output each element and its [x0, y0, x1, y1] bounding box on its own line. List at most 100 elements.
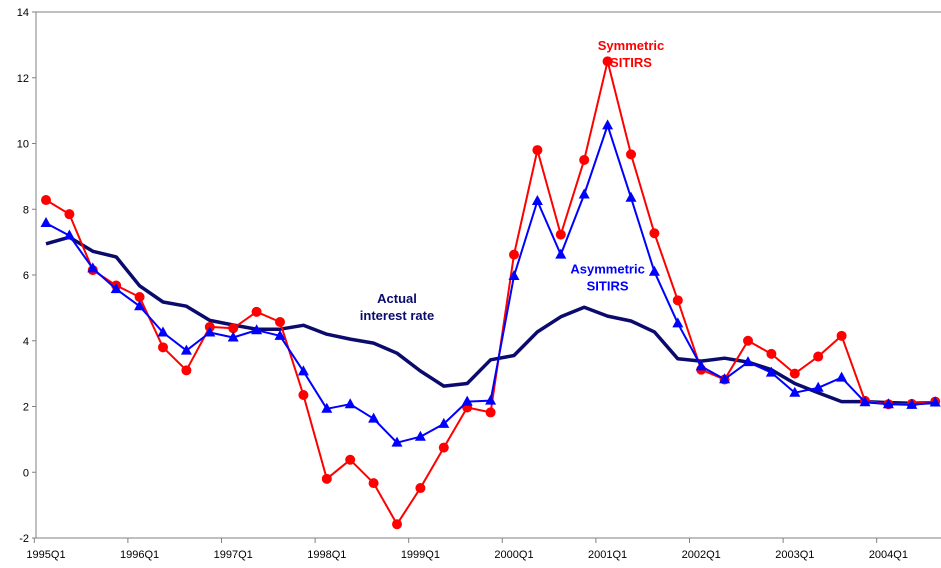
y-tick-label: 2 — [23, 402, 29, 414]
data-point — [766, 348, 777, 359]
data-point — [929, 396, 941, 407]
y-tick-label: 14 — [17, 7, 29, 19]
data-point — [695, 360, 707, 371]
data-point — [345, 454, 356, 465]
data-point — [368, 412, 380, 423]
data-point — [228, 323, 239, 334]
data-point — [531, 195, 543, 206]
data-point — [110, 283, 122, 294]
data-point — [392, 519, 402, 530]
y-tick-label: 8 — [23, 204, 29, 216]
data-point — [602, 56, 613, 67]
annotation-line1: Asymmetric — [570, 261, 644, 276]
data-point — [765, 366, 777, 377]
data-point — [532, 145, 543, 156]
y-tick-label: 0 — [23, 467, 29, 479]
data-point — [134, 292, 145, 303]
data-point — [344, 398, 356, 409]
data-point — [649, 228, 660, 239]
data-point — [625, 191, 637, 202]
data-point — [789, 386, 801, 397]
data-point — [298, 389, 309, 400]
data-point — [719, 373, 731, 384]
data-point — [158, 342, 168, 353]
data-point — [204, 326, 216, 337]
data-point — [275, 317, 285, 328]
series-3 — [40, 119, 941, 447]
data-point — [626, 149, 636, 160]
annotation-layer: Actual interest rate Symmetric SITIRS Asymme… — [360, 38, 664, 323]
data-point — [438, 417, 450, 428]
data-point — [882, 398, 894, 409]
data-point — [321, 402, 333, 413]
data-point — [555, 229, 566, 240]
data-point — [789, 368, 800, 379]
data-point — [672, 317, 684, 328]
data-point — [743, 335, 753, 346]
data-point — [836, 330, 847, 341]
data-point — [906, 398, 918, 409]
data-point — [391, 436, 403, 447]
data-point — [414, 430, 426, 441]
data-point — [555, 248, 567, 259]
x-tick-label: 2004Q1 — [869, 549, 908, 561]
data-point — [742, 356, 754, 367]
annotation-line1: Symmetric — [598, 38, 664, 53]
y-tick-label: 12 — [17, 73, 29, 85]
data-point — [321, 473, 332, 484]
data-point — [64, 209, 75, 220]
data-point — [578, 188, 590, 199]
x-tick-label: 1995Q1 — [26, 549, 65, 561]
data-point — [509, 249, 519, 260]
x-tick-label: 2002Q1 — [682, 549, 721, 561]
data-point — [41, 195, 51, 206]
data-point — [859, 396, 871, 407]
series-layer — [40, 56, 941, 530]
data-point — [485, 407, 496, 418]
data-point — [40, 217, 52, 228]
x-tick-label: 2003Q1 — [775, 549, 814, 561]
data-point — [157, 326, 169, 337]
x-tick-label: 1997Q1 — [214, 549, 253, 561]
x-tick-label: 1998Q1 — [307, 549, 346, 561]
data-point — [508, 269, 520, 280]
data-point — [227, 331, 239, 342]
series-line — [45, 60, 936, 526]
data-point — [461, 395, 473, 406]
data-point — [274, 329, 286, 340]
data-point — [251, 306, 262, 317]
x-tick-label: 1996Q1 — [120, 549, 159, 561]
x-tick-label: 1999Q1 — [401, 549, 440, 561]
data-point — [251, 324, 263, 335]
x-tick-label: 2000Q1 — [494, 549, 533, 561]
data-point — [602, 119, 614, 130]
data-point — [648, 265, 660, 276]
data-point — [63, 229, 75, 240]
data-point — [812, 381, 824, 392]
data-point — [87, 262, 99, 273]
data-point — [836, 371, 848, 382]
y-tick-label: 6 — [23, 270, 29, 282]
data-point — [485, 394, 497, 405]
data-point — [180, 344, 192, 355]
series-2 — [41, 56, 941, 530]
data-point — [181, 365, 192, 376]
annotation-line1: Actual — [377, 291, 417, 306]
data-point — [415, 483, 426, 494]
data-point — [134, 300, 146, 311]
data-point — [297, 365, 309, 376]
series-1 — [45, 235, 936, 405]
data-point — [813, 351, 824, 362]
y-tick-label: -2 — [19, 533, 29, 545]
chart-axes: -2 0 2 4 6 8 10 12 14 1995Q1 1996Q1 1997Q1 1998Q1 199… — [17, 7, 941, 561]
annotation-line2: interest rate — [360, 308, 434, 323]
annotation-line2: SITIRS — [587, 278, 629, 293]
data-point — [368, 478, 379, 489]
data-point — [438, 442, 449, 453]
x-tick-label: 2001Q1 — [588, 549, 627, 561]
y-tick-label: 10 — [17, 139, 29, 151]
data-point — [672, 295, 683, 306]
annotation-line2: SITIRS — [610, 55, 652, 70]
series-line — [45, 235, 936, 405]
